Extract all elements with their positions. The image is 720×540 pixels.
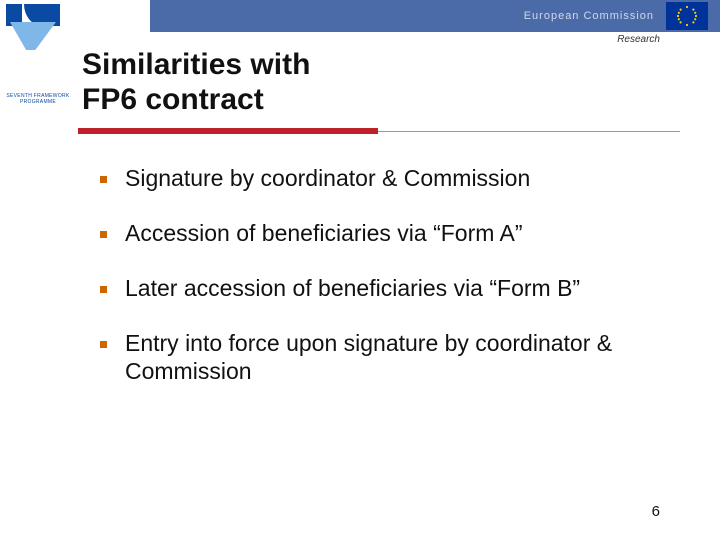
- bullet-icon: [100, 286, 107, 293]
- bullet-text: Entry into force upon signature by coord…: [125, 330, 660, 384]
- slide-title: Similarities with FP6 contract: [82, 48, 310, 117]
- research-label: Research: [617, 34, 660, 45]
- title-line-1: Similarities with: [82, 48, 310, 81]
- rule-red: [78, 128, 378, 134]
- page-number: 6: [652, 503, 660, 520]
- list-item: Signature by coordinator & Commission: [100, 165, 660, 192]
- slide: European Commission: [0, 0, 720, 540]
- bullet-text: Signature by coordinator & Commission: [125, 165, 660, 192]
- bullet-icon: [100, 341, 107, 348]
- bullet-icon: [100, 231, 107, 238]
- fp7-logo-icon: SEVENTH FRAMEWORK PROGRAMME: [6, 4, 70, 68]
- ec-label: European Commission: [524, 10, 654, 22]
- bullet-icon: [100, 176, 107, 183]
- list-item: Entry into force upon signature by coord…: [100, 330, 660, 384]
- title-rule: [78, 128, 680, 134]
- bullet-list: Signature by coordinator & Commission Ac…: [100, 165, 660, 413]
- eu-flag-icon: [666, 2, 708, 30]
- list-item: Later accession of beneficiaries via “Fo…: [100, 275, 660, 302]
- bullet-text: Later accession of beneficiaries via “Fo…: [125, 275, 660, 302]
- title-line-2: FP6 contract: [82, 83, 264, 116]
- list-item: Accession of beneficiaries via “Form A”: [100, 220, 660, 247]
- bullet-text: Accession of beneficiaries via “Form A”: [125, 220, 660, 247]
- top-banner: European Commission: [150, 0, 720, 32]
- logo-caption-2: PROGRAMME: [20, 99, 56, 105]
